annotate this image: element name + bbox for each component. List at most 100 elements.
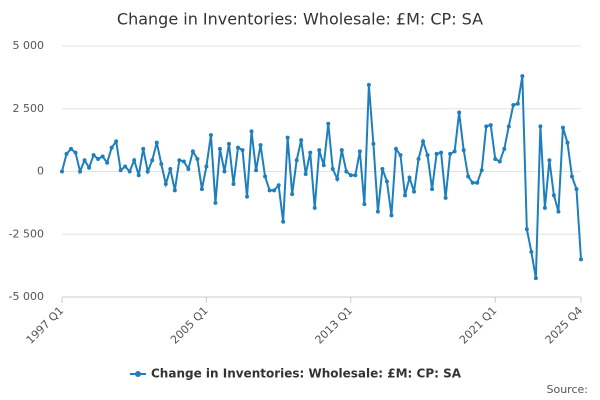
data-point — [163, 182, 168, 187]
x-tick-label: 1997 Q1 — [24, 304, 67, 347]
data-point — [159, 161, 164, 166]
data-point — [497, 159, 502, 164]
data-point — [335, 177, 340, 182]
data-point — [141, 146, 146, 151]
data-point — [195, 156, 200, 161]
data-point — [425, 153, 430, 158]
data-point — [127, 169, 132, 174]
data-point — [204, 164, 209, 169]
data-point — [285, 135, 290, 140]
data-point — [263, 174, 268, 179]
data-point — [470, 180, 475, 185]
data-point — [542, 205, 547, 210]
data-point — [371, 141, 376, 146]
data-point — [506, 124, 511, 129]
data-point — [569, 174, 574, 179]
data-point — [434, 151, 439, 156]
data-point — [258, 143, 263, 148]
data-point — [150, 158, 155, 163]
data-point — [78, 169, 83, 174]
data-point — [398, 153, 403, 158]
data-point — [199, 187, 204, 192]
data-point — [64, 151, 69, 156]
data-point — [375, 209, 380, 214]
chart-title: Change in Inventories: Wholesale: £M: CP… — [117, 10, 483, 29]
data-point — [181, 159, 186, 164]
data-point — [407, 175, 412, 180]
data-point — [96, 156, 101, 161]
data-point — [190, 149, 195, 154]
data-point — [502, 146, 507, 151]
data-point — [452, 149, 457, 154]
data-point — [91, 153, 96, 158]
data-point — [118, 168, 123, 173]
data-point — [421, 139, 426, 144]
data-point — [177, 158, 182, 163]
data-point — [475, 180, 480, 185]
data-point — [69, 146, 74, 151]
data-point — [389, 213, 394, 218]
data-point — [222, 169, 227, 174]
data-point — [132, 158, 137, 163]
data-point — [430, 187, 435, 192]
data-point — [267, 188, 272, 193]
data-point — [493, 156, 498, 161]
data-point — [168, 166, 173, 171]
x-tick-label: 2021 Q1 — [457, 304, 500, 347]
data-point — [100, 154, 105, 159]
data-line — [61, 75, 582, 279]
data-point — [402, 193, 407, 198]
data-point — [123, 164, 128, 169]
data-point — [565, 140, 570, 145]
data-point — [312, 205, 317, 210]
data-point — [290, 192, 295, 197]
data-point — [339, 148, 344, 153]
data-point — [353, 173, 358, 178]
data-point — [479, 168, 484, 173]
y-tick-label: 5 000 — [13, 39, 45, 52]
y-tick-label: 0 — [37, 165, 44, 178]
data-point — [172, 188, 177, 193]
data-point — [240, 148, 245, 153]
x-tick-label: 2025 Q4 — [543, 304, 586, 347]
data-point — [511, 102, 516, 107]
y-tick-label: -5 000 — [9, 290, 44, 303]
legend-marker — [135, 371, 141, 377]
source: Source: — [547, 383, 589, 396]
data-point — [308, 150, 313, 155]
y-tick-label: -2 500 — [9, 227, 44, 240]
data-point — [145, 169, 150, 174]
data-point — [560, 125, 565, 130]
data-point — [154, 140, 159, 145]
data-point — [357, 149, 362, 154]
data-point — [299, 138, 304, 143]
data-point — [136, 173, 141, 178]
data-point — [226, 141, 231, 146]
data-point — [245, 194, 250, 199]
data-point — [344, 169, 349, 174]
data-point — [551, 193, 556, 198]
data-point — [114, 139, 119, 144]
data-point — [82, 158, 87, 163]
data-point — [213, 200, 218, 205]
data-point — [281, 219, 286, 224]
data-point — [109, 145, 114, 150]
data-point — [236, 145, 241, 150]
data-point — [321, 163, 326, 168]
data-point — [87, 165, 92, 170]
data-point — [73, 150, 78, 155]
data-point — [254, 168, 259, 173]
data-point — [524, 227, 529, 232]
data-point — [515, 101, 520, 106]
data-point — [186, 166, 191, 171]
data-point — [217, 146, 222, 151]
x-tick-label: 2013 Q1 — [313, 304, 356, 347]
data-point — [105, 160, 110, 165]
data-point — [208, 133, 213, 138]
data-point — [362, 202, 367, 207]
data-point — [574, 187, 579, 192]
data-point — [348, 173, 353, 178]
data-point — [294, 158, 299, 163]
data-point — [533, 276, 538, 281]
data-point — [484, 124, 489, 129]
